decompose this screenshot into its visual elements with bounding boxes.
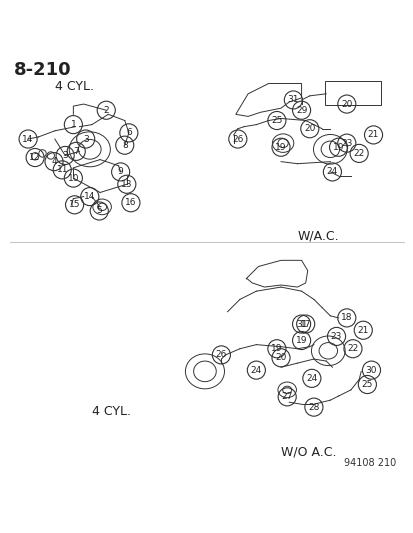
Text: 22: 22 (347, 344, 358, 353)
Text: 22: 22 (353, 149, 364, 158)
Text: 29: 29 (295, 106, 306, 115)
Text: 28: 28 (308, 402, 319, 411)
Text: 24: 24 (250, 366, 261, 375)
Text: 2: 2 (103, 106, 109, 115)
Text: 20: 20 (340, 100, 351, 109)
Text: 13: 13 (121, 180, 132, 189)
Text: 20: 20 (275, 353, 286, 362)
Text: 23: 23 (340, 139, 351, 148)
Text: 6: 6 (126, 128, 131, 138)
Text: 10: 10 (67, 174, 79, 183)
Text: 3: 3 (83, 134, 88, 143)
Text: 20: 20 (304, 124, 315, 133)
Text: 1: 1 (70, 120, 76, 129)
Text: 5: 5 (96, 206, 102, 215)
Text: 7: 7 (73, 147, 79, 156)
Text: 4 CYL.: 4 CYL. (92, 405, 131, 417)
Text: 8-210: 8-210 (14, 61, 71, 79)
Text: 16: 16 (125, 198, 136, 207)
Text: 14: 14 (22, 134, 34, 143)
Text: 17: 17 (299, 320, 311, 328)
Text: 8: 8 (121, 141, 127, 150)
Text: W/A.C.: W/A.C. (297, 230, 338, 243)
Text: 3: 3 (62, 151, 68, 160)
Text: 14: 14 (84, 192, 95, 201)
Text: 23: 23 (330, 332, 342, 341)
Text: 19: 19 (295, 336, 306, 345)
Text: 12: 12 (29, 153, 41, 162)
Text: 31: 31 (295, 320, 306, 328)
Text: 19: 19 (332, 143, 344, 152)
Text: 21: 21 (367, 131, 378, 140)
Text: 25: 25 (361, 380, 372, 389)
Text: 18: 18 (340, 313, 352, 322)
Text: 94108 210: 94108 210 (343, 458, 395, 468)
Text: 11: 11 (56, 165, 68, 174)
Text: 9: 9 (117, 167, 123, 176)
Text: 30: 30 (365, 366, 376, 375)
Text: 24: 24 (326, 167, 337, 176)
Text: 27: 27 (281, 392, 292, 401)
Text: 21: 21 (357, 326, 368, 335)
Text: 4: 4 (51, 157, 57, 166)
Text: 4 CYL.: 4 CYL. (55, 79, 94, 93)
Text: 19: 19 (275, 143, 286, 152)
Text: 31: 31 (287, 95, 298, 104)
Text: 15: 15 (69, 200, 80, 209)
Text: W/O A.C.: W/O A.C. (280, 446, 336, 459)
Text: 24: 24 (306, 374, 317, 383)
Text: 25: 25 (271, 116, 282, 125)
Text: 26: 26 (232, 134, 243, 143)
Text: 19: 19 (271, 344, 282, 353)
Text: 26: 26 (215, 350, 227, 359)
